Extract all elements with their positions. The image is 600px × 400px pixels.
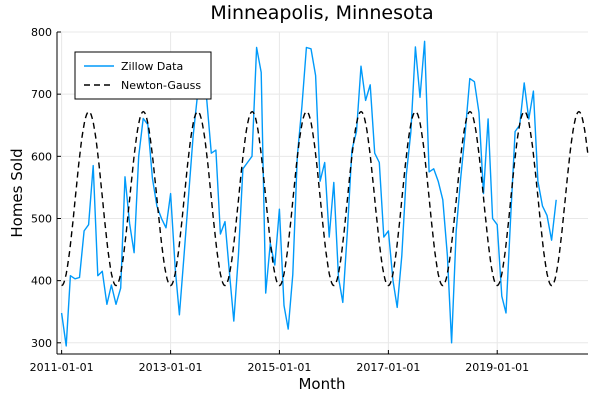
y-axis-title: Homes Sold	[8, 148, 26, 237]
legend-label-zillow: Zillow Data	[121, 60, 183, 73]
axes	[56, 32, 588, 355]
series-layer	[60, 40, 589, 347]
y-tick-label: 600	[31, 150, 52, 163]
y-tick-label: 300	[31, 337, 52, 350]
x-tick-label: 2015-01-01	[247, 361, 311, 374]
x-tick-label: 2011-01-01	[30, 361, 94, 374]
chart-title: Minneapolis, Minnesota	[210, 2, 433, 24]
y-tick-label: 800	[31, 26, 52, 39]
x-tick-label: 2019-01-01	[465, 361, 529, 374]
x-ticks: 2011-01-01 2013-01-01 2015-01-01 2017-01-01…	[30, 350, 529, 374]
legend-label-newton-gauss: Newton-Gauss	[121, 79, 201, 92]
grid	[57, 31, 588, 354]
series-line-zillow-data	[60, 40, 557, 347]
y-tick-label: 700	[31, 88, 52, 101]
legend: Zillow Data Newton-Gauss	[74, 51, 212, 100]
series-line-newton-gauss	[61, 110, 589, 287]
y-ticks: 300 400 500 600 700 800	[31, 26, 61, 350]
y-tick-label: 400	[31, 275, 52, 288]
x-tick-label: 2013-01-01	[139, 361, 203, 374]
y-tick-label: 500	[31, 212, 52, 225]
legend-box	[74, 51, 212, 100]
x-axis-title: Month	[298, 375, 345, 393]
x-tick-label: 2017-01-01	[356, 361, 420, 374]
